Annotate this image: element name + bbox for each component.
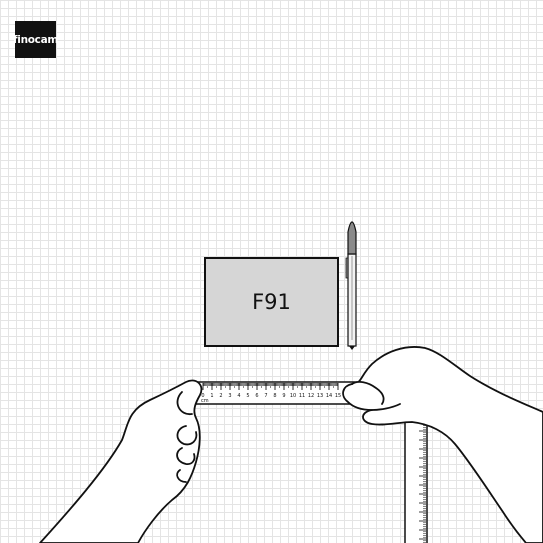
brand-logo: finocam xyxy=(13,21,58,58)
product-size-box: F91 xyxy=(204,257,339,347)
product-code-label: F91 xyxy=(252,290,291,314)
ruler-tick-label: 10 xyxy=(290,393,296,399)
ruler-tick-label: 7 xyxy=(264,393,267,399)
left-hand-icon xyxy=(39,379,203,543)
ruler-tick-label: 13 xyxy=(317,393,323,399)
ruler-unit-label: cm xyxy=(201,398,209,404)
ruler-tick-label: 12 xyxy=(308,393,314,399)
pen-icon xyxy=(345,221,357,350)
right-hand-icon xyxy=(342,346,543,543)
ruler-tick-label: 15 xyxy=(335,393,341,399)
ruler-tick-label: 1 xyxy=(210,393,213,399)
ruler-tick-label: 8 xyxy=(273,393,276,399)
ruler-tick-label: 11 xyxy=(299,393,305,399)
ruler-tick-label: 4 xyxy=(237,393,240,399)
horizontal-ruler: 0 1 2 3 4 5 6 7 8 9 10 11 12 13 14 15 cm xyxy=(194,381,366,405)
ruler-tick-label: 3 xyxy=(228,393,231,399)
ruler-tick-label: 5 xyxy=(246,393,249,399)
ruler-tick-label: 6 xyxy=(255,393,258,399)
ruler-tick-label: 0 xyxy=(201,393,204,399)
ruler-tick-label: 9 xyxy=(282,393,285,399)
ruler-tick-label: 14 xyxy=(326,393,332,399)
ruler-tick-label: 2 xyxy=(219,393,222,399)
vertical-ruler xyxy=(404,417,428,543)
